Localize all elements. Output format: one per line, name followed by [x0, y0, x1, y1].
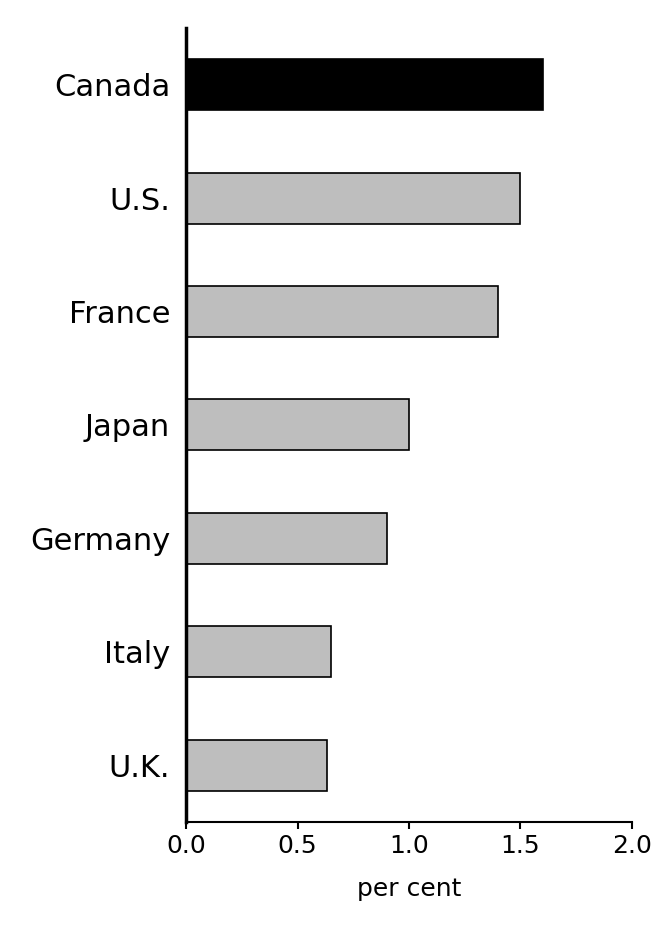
Bar — [186, 513, 387, 564]
Bar — [186, 400, 409, 450]
X-axis label: per cent: per cent — [357, 877, 461, 901]
Bar — [186, 740, 327, 791]
Bar — [186, 173, 520, 223]
Bar — [186, 627, 331, 677]
Bar — [186, 59, 543, 110]
Bar — [186, 286, 498, 337]
